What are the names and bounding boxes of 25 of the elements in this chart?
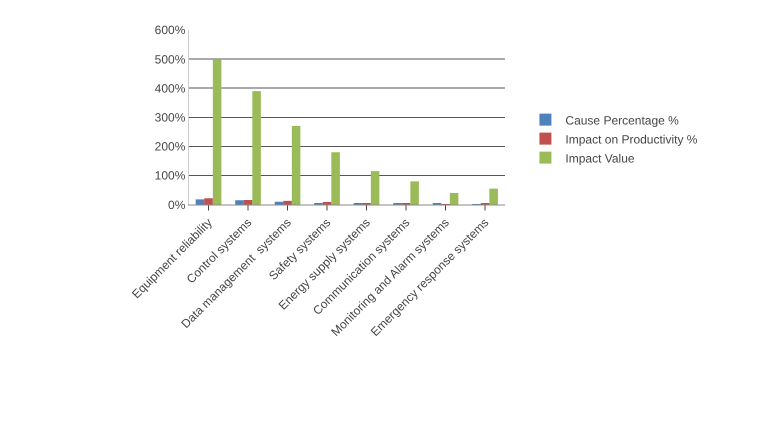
bar (410, 181, 419, 205)
legend-label: Impact Value (565, 151, 635, 166)
y-tick-label: 400% (154, 81, 186, 96)
bar (244, 200, 252, 205)
bar (331, 152, 340, 205)
y-tick-label: 300% (154, 110, 186, 124)
bar (274, 202, 284, 205)
y-tick-label: 0% (168, 198, 186, 212)
y-tick-label: 600% (154, 23, 186, 38)
bar (204, 198, 213, 205)
y-tick-label: 100% (154, 168, 186, 183)
bar (370, 171, 380, 205)
bar (283, 200, 292, 205)
bar (450, 192, 458, 205)
legend-label: Impact on Productivity % (565, 132, 698, 146)
y-tick-label: 200% (154, 140, 186, 154)
bar (322, 202, 332, 205)
bar (489, 188, 498, 205)
bar (292, 126, 300, 205)
legend-label: Cause Percentage % (565, 113, 680, 128)
bar (212, 59, 222, 205)
bar (235, 200, 244, 205)
bar (252, 91, 261, 205)
y-tick-label: 500% (154, 52, 186, 66)
bar (196, 199, 204, 205)
